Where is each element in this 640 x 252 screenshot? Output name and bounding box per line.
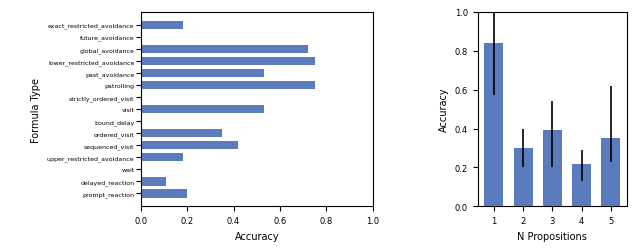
Bar <box>141 105 264 114</box>
X-axis label: N Propositions: N Propositions <box>518 231 588 241</box>
Bar <box>141 153 182 162</box>
Y-axis label: Accuracy: Accuracy <box>439 87 449 132</box>
Bar <box>141 57 315 66</box>
Bar <box>141 130 222 138</box>
Bar <box>141 177 166 186</box>
Bar <box>543 131 562 207</box>
Bar <box>572 164 591 207</box>
Bar <box>484 44 504 207</box>
X-axis label: Accuracy: Accuracy <box>234 231 279 241</box>
Bar <box>141 190 187 198</box>
Bar <box>514 148 532 207</box>
Bar <box>141 69 264 78</box>
Bar <box>141 141 238 150</box>
Bar <box>602 139 620 207</box>
Bar <box>141 45 308 54</box>
Y-axis label: Formula Type: Formula Type <box>31 77 42 142</box>
Bar <box>141 21 182 30</box>
Bar <box>141 81 315 90</box>
